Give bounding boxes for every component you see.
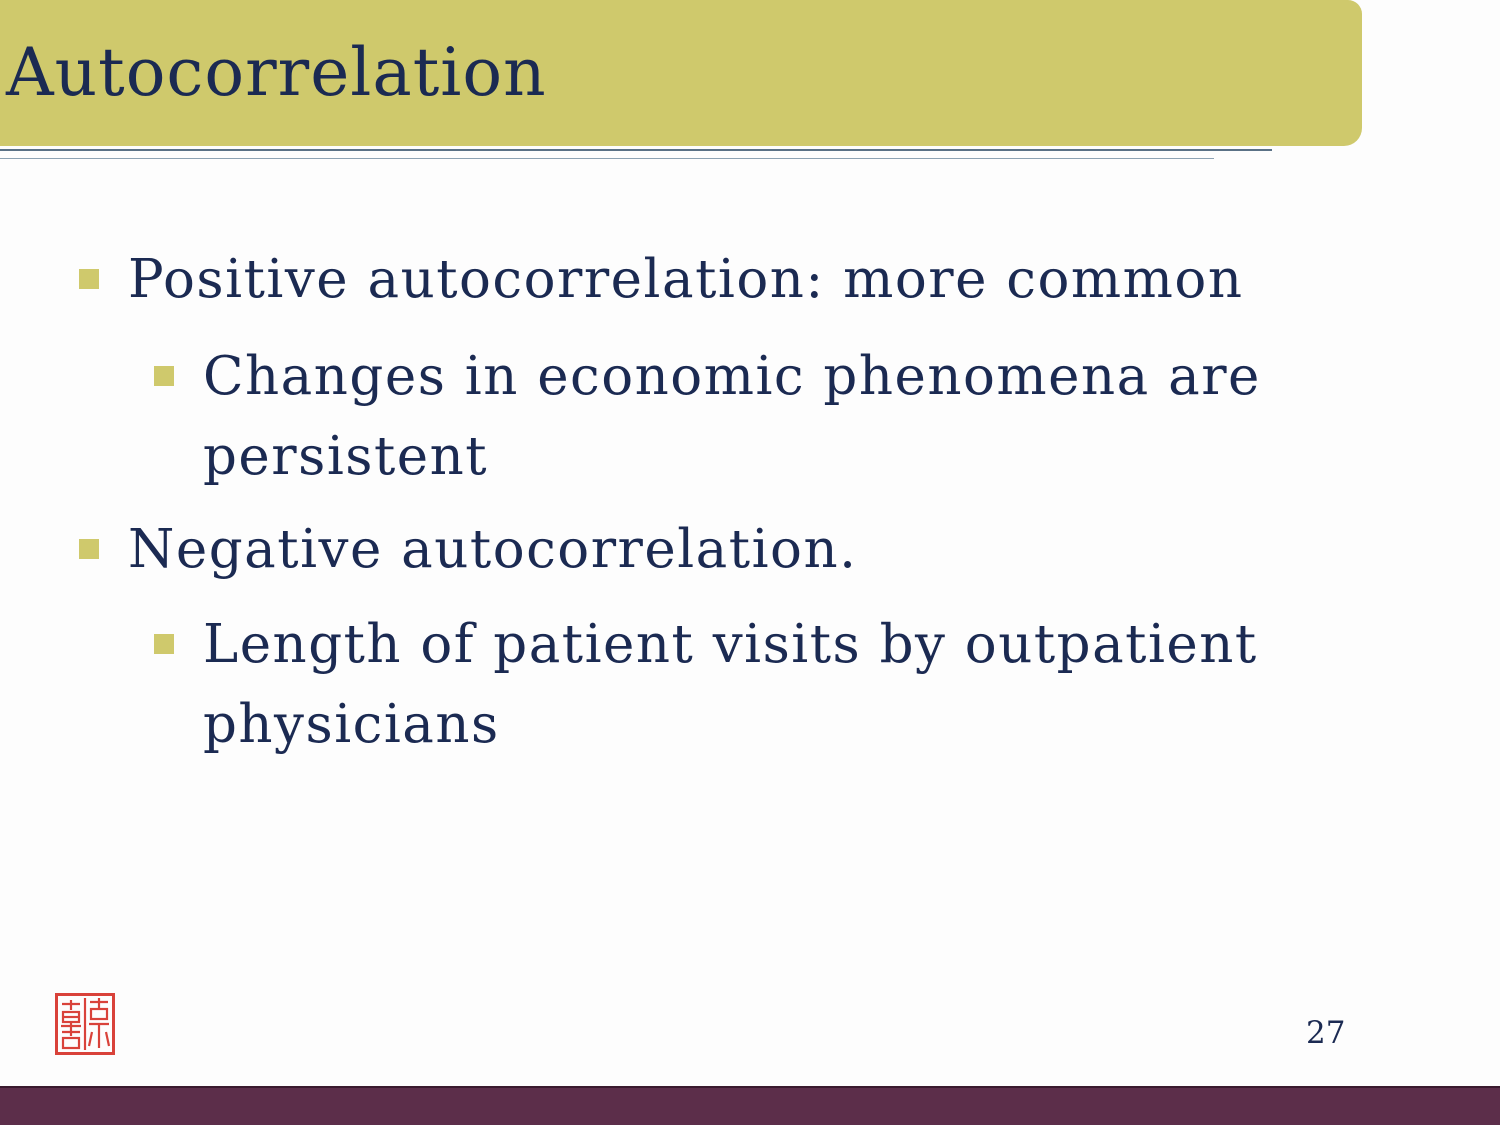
bullet-text-line-1: Changes in economic phenomena are bbox=[203, 346, 1261, 407]
sub-bullet-item-economic: Changes in economic phenomena are persis… bbox=[154, 337, 1261, 497]
bullet-text-line-2: physicians bbox=[203, 694, 500, 755]
seal-glyph-icon bbox=[61, 998, 111, 1050]
square-bullet-icon bbox=[79, 269, 99, 289]
square-bullet-icon bbox=[79, 539, 99, 559]
square-bullet-icon bbox=[154, 634, 174, 654]
bullet-text: Negative autocorrelation. bbox=[128, 519, 858, 580]
bullet-item-positive: Positive autocorrelation: more common bbox=[79, 240, 1244, 320]
red-seal-stamp-icon bbox=[55, 993, 115, 1055]
bullet-text-line-1: Length of patient visits by outpatient bbox=[203, 614, 1258, 675]
sub-bullet-item-patient-visits: Length of patient visits by outpatient p… bbox=[154, 605, 1258, 765]
page-number: 27 bbox=[1306, 1015, 1346, 1051]
slide-title: Autocorrelation bbox=[6, 34, 547, 111]
bullet-text-line-2: persistent bbox=[203, 426, 489, 487]
title-underline-thin bbox=[0, 158, 1214, 159]
title-underline bbox=[0, 149, 1272, 151]
bullet-text: Positive autocorrelation: more common bbox=[128, 249, 1244, 310]
square-bullet-icon bbox=[154, 366, 174, 386]
title-bar: Autocorrelation bbox=[0, 0, 1362, 146]
footer-bar bbox=[0, 1086, 1500, 1125]
bullet-item-negative: Negative autocorrelation. bbox=[79, 510, 858, 590]
